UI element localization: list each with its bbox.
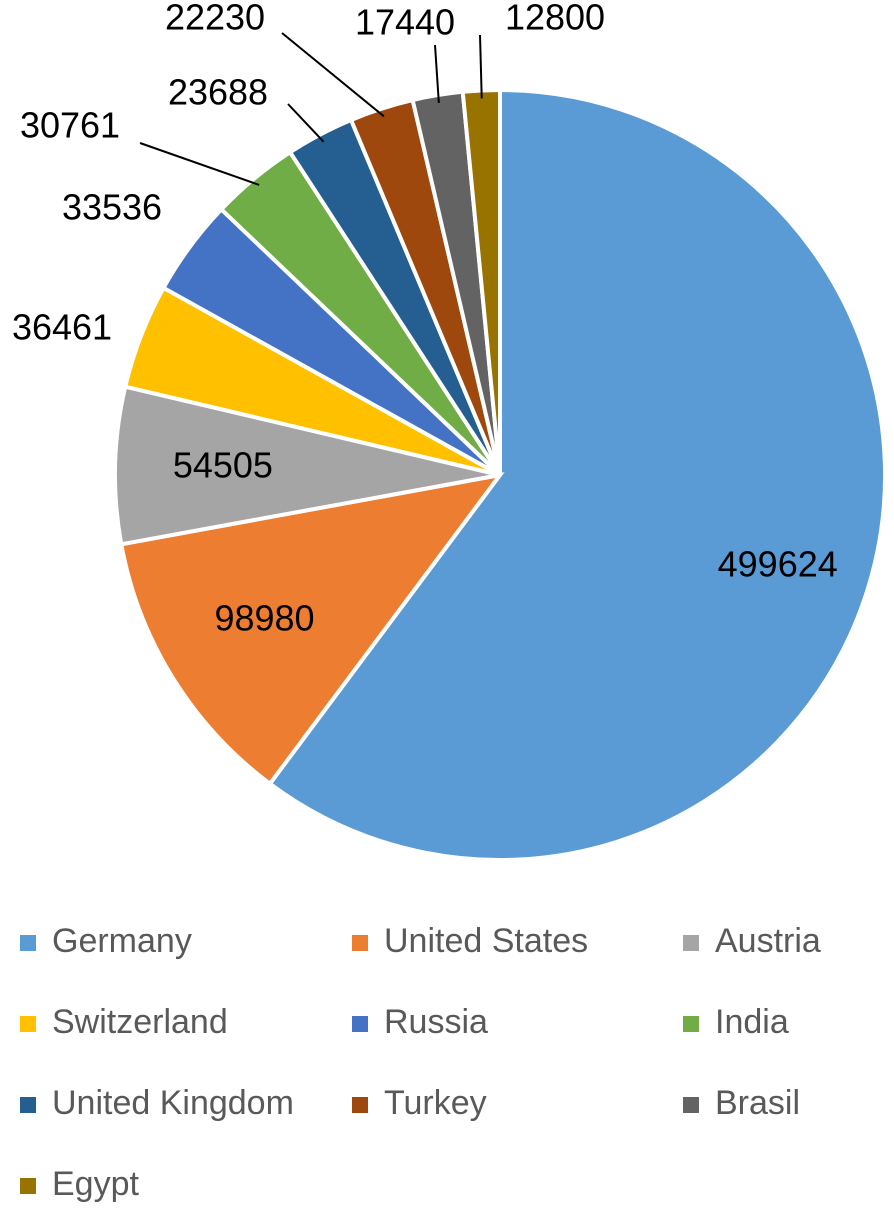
data-label: 30761 <box>20 105 120 146</box>
data-label: 23688 <box>168 72 268 113</box>
data-label: 98980 <box>214 598 314 639</box>
data-label: 12800 <box>505 0 605 38</box>
legend-label: Russia <box>384 1003 488 1041</box>
legend-swatch <box>683 1016 699 1032</box>
legend-swatch <box>20 1178 36 1194</box>
leader-line <box>434 44 440 104</box>
legend-label: Germany <box>52 922 192 960</box>
data-label: 22230 <box>165 0 265 38</box>
data-label: 54505 <box>173 445 273 486</box>
legend-swatch <box>20 1016 36 1032</box>
legend-swatch <box>352 1097 368 1113</box>
data-label: 499624 <box>718 544 838 585</box>
legend-label: United Kingdom <box>52 1084 294 1122</box>
legend-label: Egypt <box>52 1165 139 1203</box>
legend-label: Turkey <box>384 1084 487 1122</box>
legend-swatch <box>683 935 699 951</box>
legend-swatch <box>352 935 368 951</box>
data-label: 17440 <box>355 2 455 43</box>
legend-label: Switzerland <box>52 1003 228 1041</box>
legend-label: United States <box>384 922 588 960</box>
legend-label: India <box>715 1003 789 1041</box>
pie-slice <box>118 472 505 787</box>
leader-line <box>479 34 483 99</box>
legend-swatch <box>352 1016 368 1032</box>
legend-label: Brasil <box>715 1084 800 1122</box>
pie-slice <box>267 87 887 862</box>
data-label: 33536 <box>62 187 162 228</box>
data-label: 36461 <box>12 307 112 348</box>
legend-swatch <box>20 935 36 951</box>
pie-slice <box>113 384 501 547</box>
leader-line <box>287 103 325 143</box>
legend-label: Austria <box>715 922 821 960</box>
legend-swatch <box>683 1097 699 1113</box>
leader-line <box>139 142 260 186</box>
leader-line <box>281 32 385 118</box>
legend-swatch <box>20 1097 36 1113</box>
